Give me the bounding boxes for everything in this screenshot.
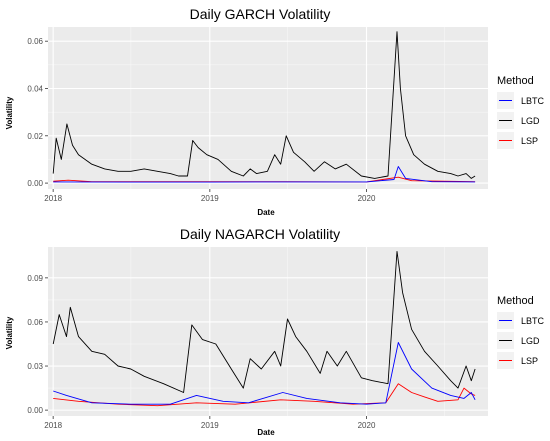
y-axis-label: Volatility (5, 316, 14, 349)
x-tick-label: 2020 (358, 421, 376, 430)
legend-label: LBTC (521, 96, 545, 106)
x-tick-label: 2020 (358, 194, 376, 203)
x-tick-label: 2018 (44, 421, 62, 430)
plot-background (48, 27, 488, 189)
y-tick-label: 0.02 (27, 132, 43, 141)
legend-label: LBTC (521, 316, 545, 326)
legend-label: LSP (521, 136, 538, 146)
y-tick-label: 0.00 (27, 406, 43, 415)
nagarch-panel: Daily NAGARCH Volatility 0.00 0.03 0.06 0.0… (5, 226, 545, 437)
legend-label: LGD (521, 336, 540, 346)
legend-item-lsp: LSP (497, 132, 538, 149)
y-tick-label: 0.06 (27, 37, 43, 46)
legend-label: LSP (521, 356, 538, 366)
x-axis-label: Date (257, 428, 275, 437)
y-tick-label: 0.04 (27, 84, 43, 93)
legend-title: Method (497, 75, 534, 87)
legend-item-lsp: LSP (497, 352, 538, 369)
y-tick-label: 0.00 (27, 179, 43, 188)
plot-background (48, 247, 488, 416)
legend-item-lgd: LGD (497, 332, 540, 349)
y-tick-label: 0.03 (27, 362, 43, 371)
garch-panel: Daily GARCH Volatility 0.00 0.02 0.04 0.06 2… (5, 6, 545, 217)
legend-item-lgd: LGD (497, 112, 540, 129)
x-axis-label: Date (257, 208, 275, 217)
y-tick-label: 0.06 (27, 318, 43, 327)
chart-title: Daily NAGARCH Volatility (180, 226, 340, 242)
legend-label: LGD (521, 116, 540, 126)
legend-title: Method (497, 295, 534, 307)
x-tick-label: 2019 (201, 421, 219, 430)
x-tick-label: 2019 (201, 194, 219, 203)
y-axis-label: Volatility (5, 96, 14, 129)
legend: Method LBTC LGD LSP (497, 75, 545, 149)
legend-item-lbtc: LBTC (497, 312, 545, 329)
x-tick-label: 2018 (44, 194, 62, 203)
y-tick-label: 0.09 (27, 274, 43, 283)
legend-item-lbtc: LBTC (497, 92, 545, 109)
legend: Method LBTC LGD LSP (497, 295, 545, 369)
chart-title: Daily GARCH Volatility (190, 6, 331, 22)
